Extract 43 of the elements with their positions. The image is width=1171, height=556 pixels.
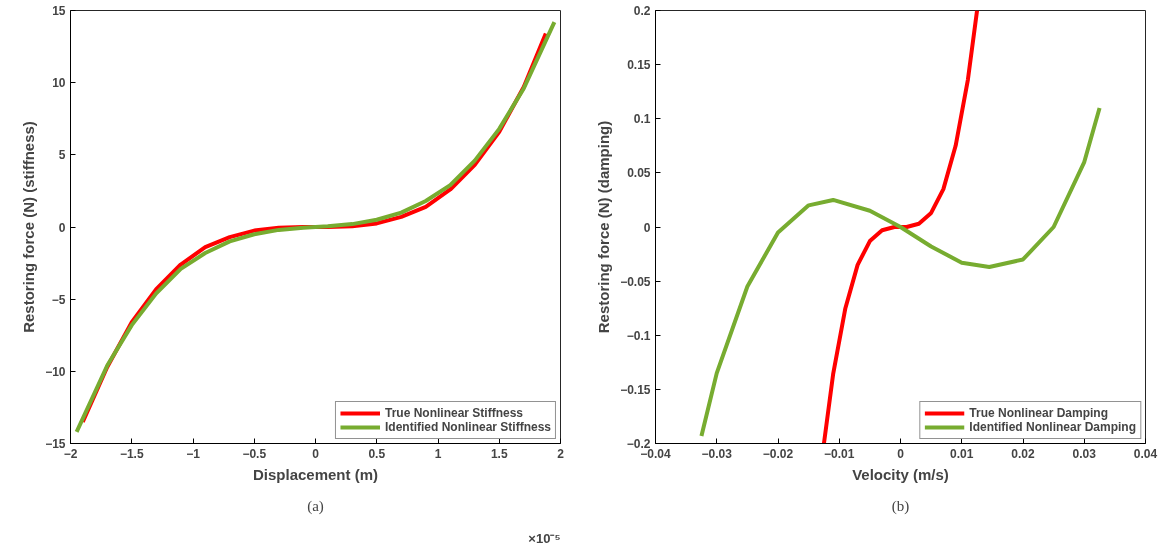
y-tick-label: −0.2: [626, 437, 651, 451]
y-tick-label: −0.15: [620, 382, 651, 397]
text: (a): [307, 497, 324, 515]
legend-label: Identified Nonlinear Stiffness: [384, 420, 551, 434]
x-tick-label: 0.5: [368, 446, 386, 461]
y-axis-title: Restoring force (N) (stiffness): [20, 121, 38, 333]
x-tick-label: 0.03: [1072, 446, 1097, 461]
x-tick-label: 0.04: [1133, 446, 1158, 461]
y-axis-title: Restoring force (N) (damping): [595, 120, 613, 334]
y-tick-label: 0.1: [633, 112, 651, 127]
x-tick-label: −1: [186, 446, 201, 461]
x-tick-label: −0.01: [824, 446, 855, 461]
x-tick-label: 0: [897, 446, 905, 461]
y-tick-label: 0.2: [633, 4, 651, 18]
y-tick-label: −0.05: [620, 274, 651, 289]
legend-label: True Nonlinear Stiffness: [384, 406, 523, 420]
y-tick-label: 0.05: [627, 166, 651, 181]
x-tick-label: 1.5: [490, 446, 508, 461]
x-tick-label: 1: [434, 446, 442, 461]
y-tick-label: −10: [45, 364, 66, 379]
y-tick-label: −0.1: [626, 328, 651, 343]
legend-label: Identified Nonlinear Damping: [969, 420, 1136, 434]
y-tick-label: 0: [643, 220, 651, 235]
x-tick-label: −0.02: [762, 446, 794, 461]
x-tick-label: −1.5: [119, 446, 144, 461]
x-tick-label: −0.03: [701, 446, 733, 461]
y-tick-label: 10: [52, 76, 66, 91]
text: ×10⁻⁵: [528, 530, 561, 546]
x-axis-title: Velocity (m/s): [852, 465, 949, 483]
y-tick-label: −5: [51, 292, 66, 307]
legend-label: True Nonlinear Damping: [969, 406, 1108, 420]
x-axis-title: Displacement (m): [252, 465, 379, 483]
x-tick-label: −0.5: [242, 446, 267, 461]
y-tick-label: 0: [58, 220, 66, 235]
x-tick-label: 0: [312, 446, 320, 461]
y-tick-label: 15: [52, 4, 66, 18]
y-tick-label: 5: [58, 148, 66, 163]
x-tick-label: 0.01: [950, 446, 974, 461]
y-tick-label: −15: [45, 437, 66, 451]
x-tick-label: 2: [557, 446, 565, 461]
text: (b): [891, 497, 910, 515]
y-tick-label: 0.15: [627, 58, 651, 73]
x-tick-label: 0.02: [1011, 446, 1035, 461]
